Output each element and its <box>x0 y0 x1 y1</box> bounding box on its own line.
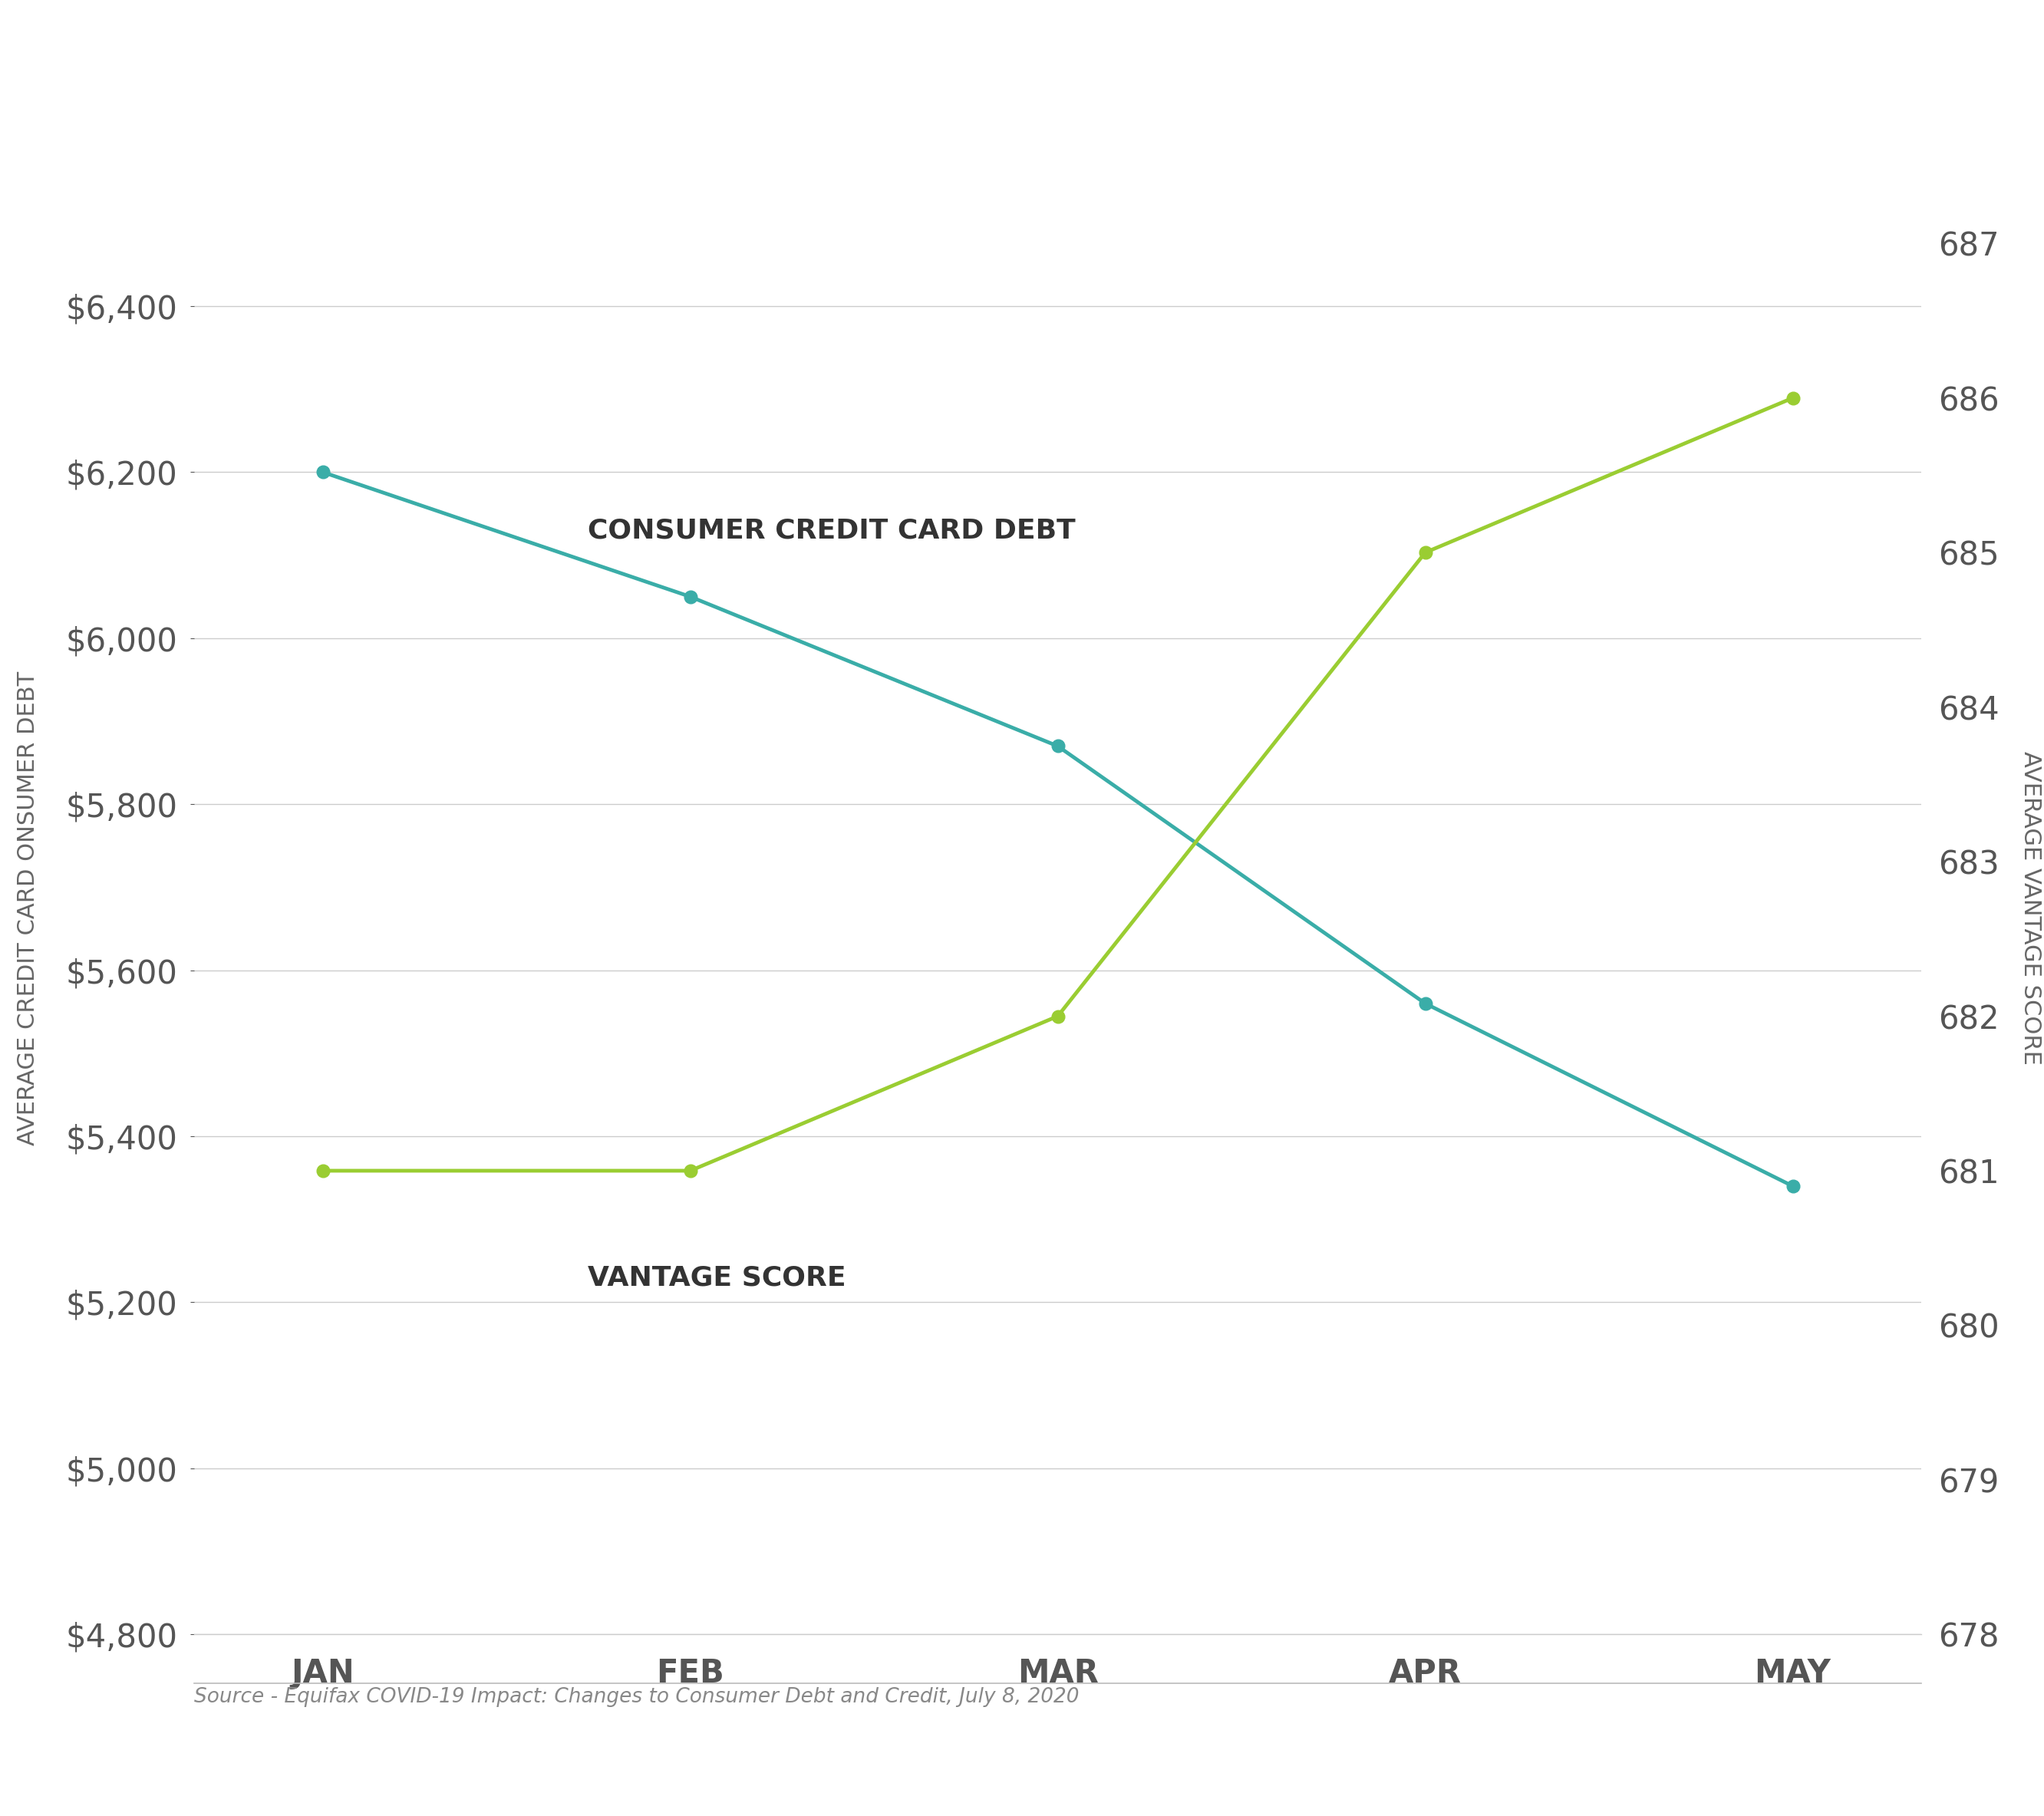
Text: CONSUMER DEBT VS VANTAGE SCORE SINCE JANUARY 2020: CONSUMER DEBT VS VANTAGE SCORE SINCE JAN… <box>63 54 1981 109</box>
Text: Source - Equifax COVID-19 Impact: Changes to Consumer Debt and Credit, July 8, 2: Source - Equifax COVID-19 Impact: Change… <box>194 1687 1079 1707</box>
Text: VANTAGE SCORE: VANTAGE SCORE <box>587 1266 846 1291</box>
Text: CONSUMER CREDIT CARD DEBT: CONSUMER CREDIT CARD DEBT <box>587 518 1075 545</box>
Y-axis label: AVERAGE VANTAGE SCORE: AVERAGE VANTAGE SCORE <box>2019 752 2042 1064</box>
Y-axis label: AVERAGE CREDIT CARD ONSUMER DEBT: AVERAGE CREDIT CARD ONSUMER DEBT <box>16 670 39 1146</box>
